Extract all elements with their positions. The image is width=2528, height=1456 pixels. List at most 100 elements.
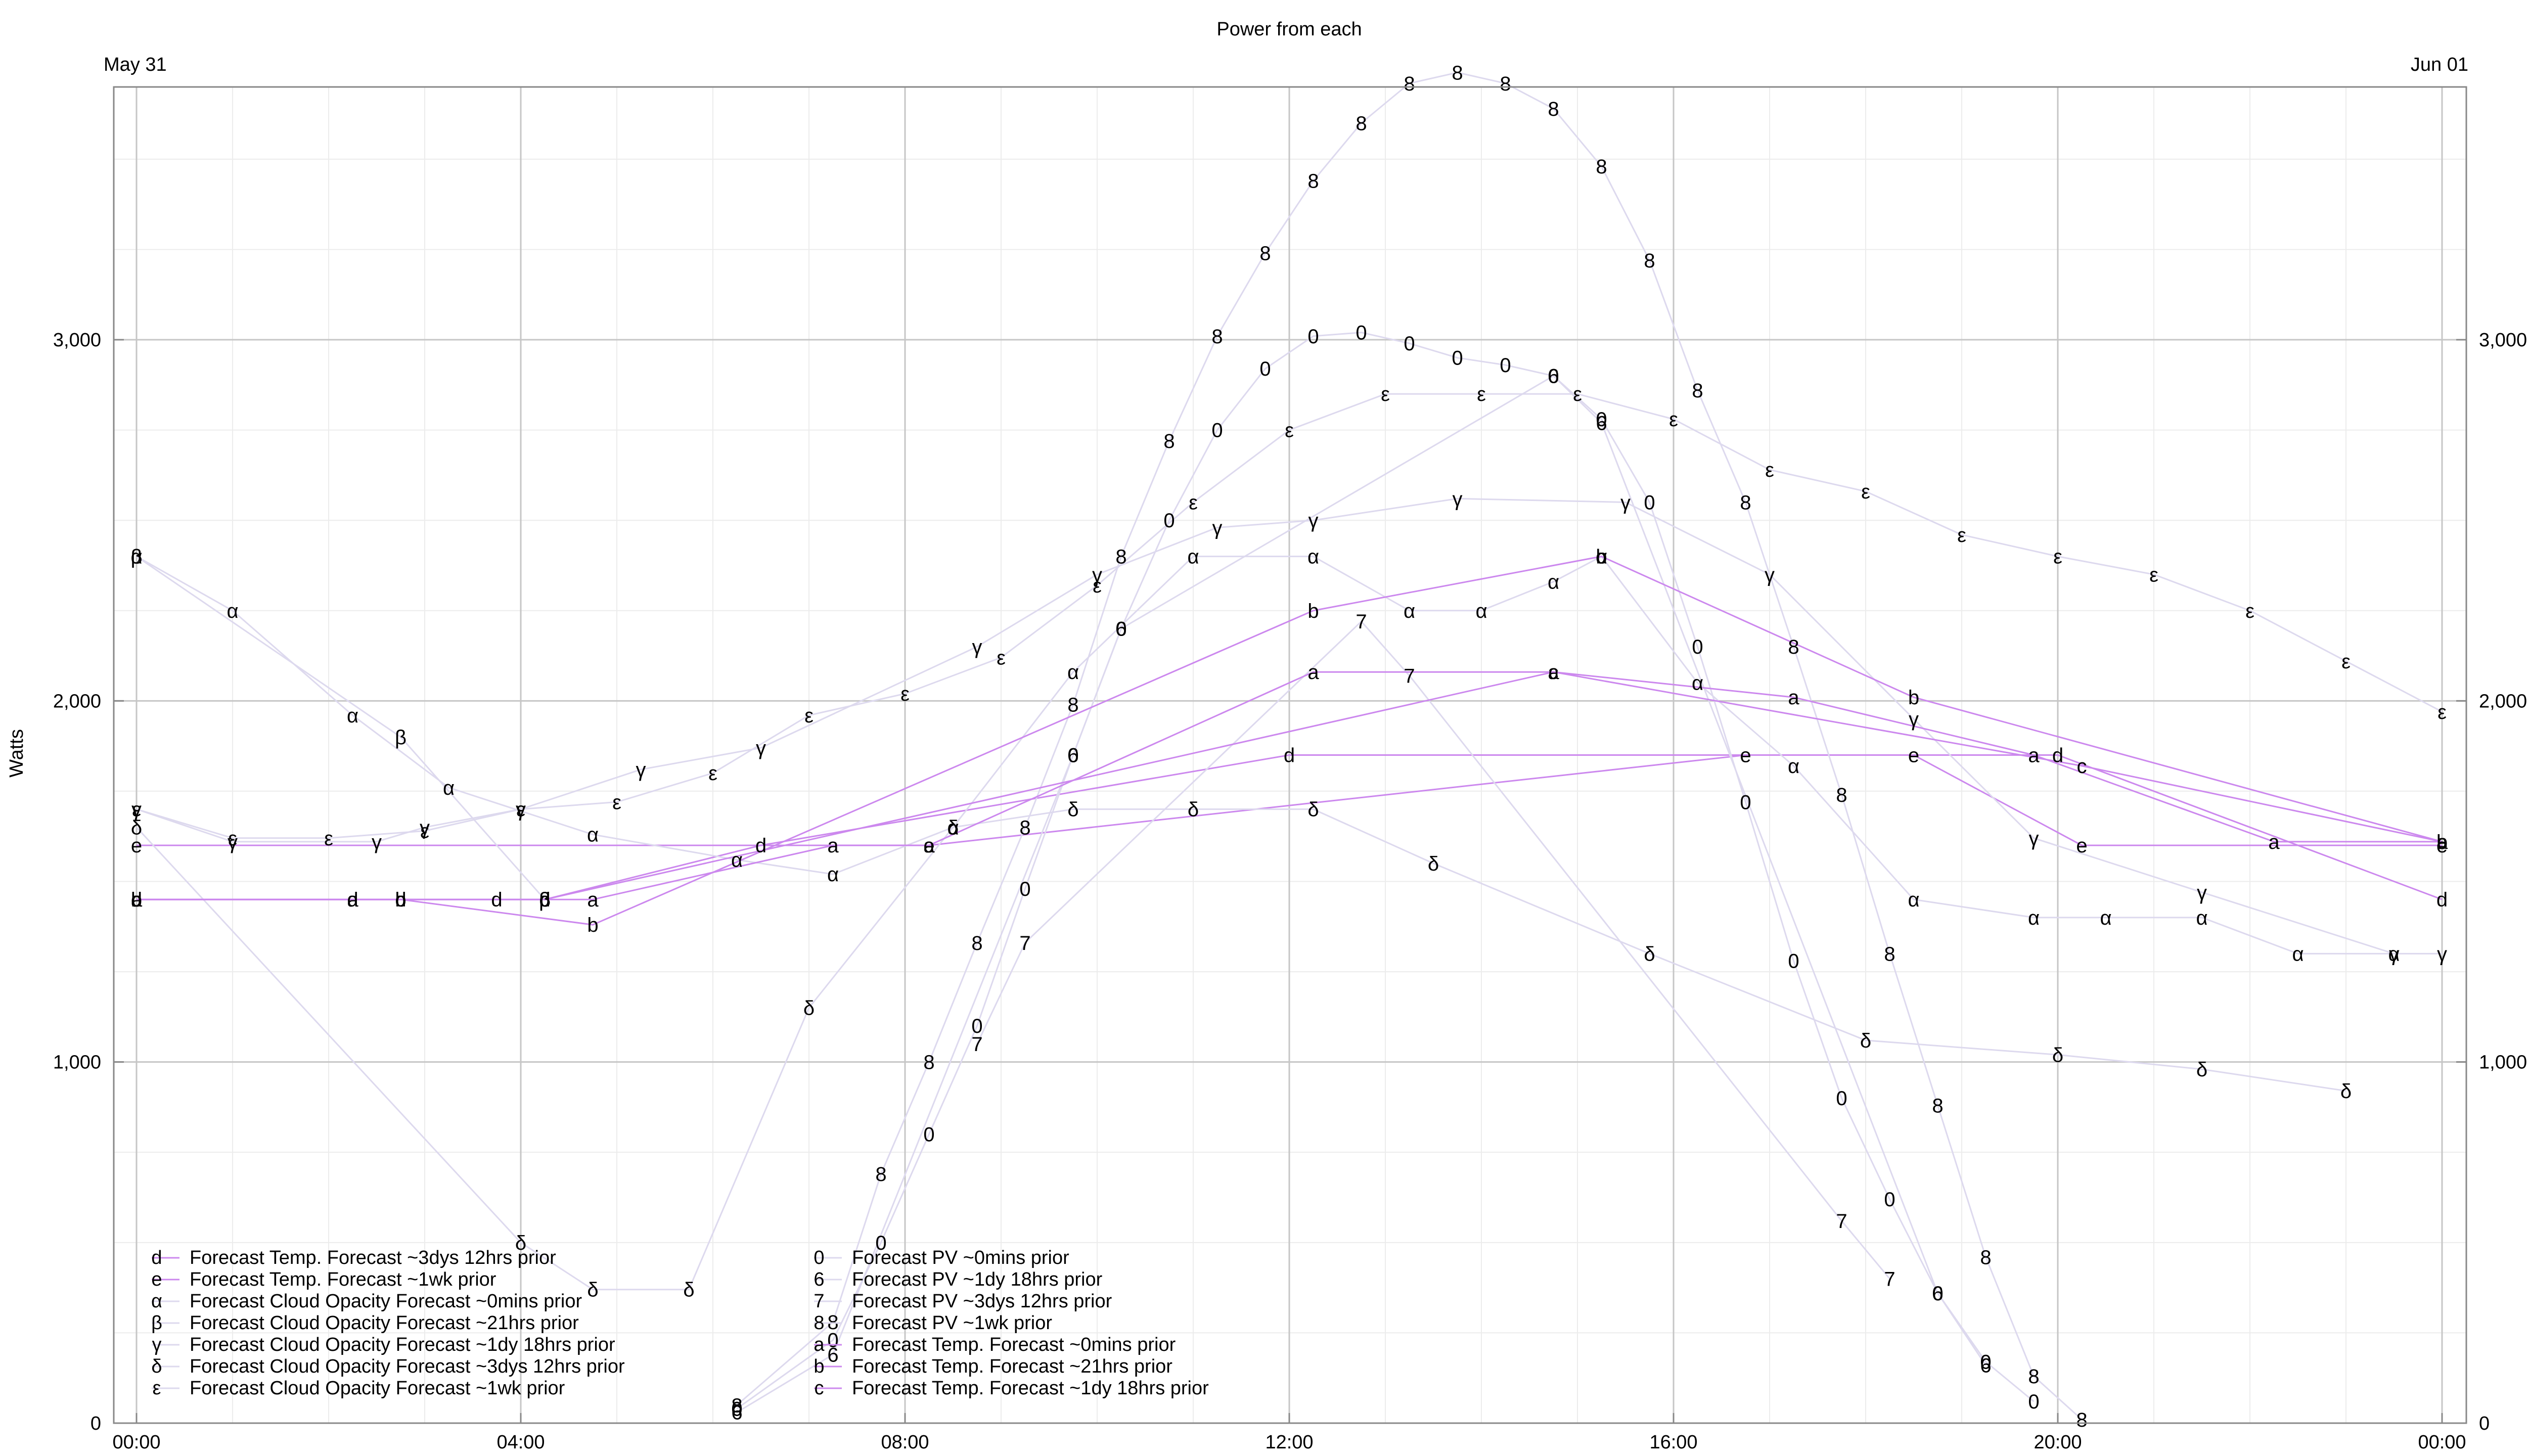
series-point: 6 [1596, 412, 1607, 434]
series-point: 8 [1259, 243, 1271, 265]
series-point: 0 [1259, 358, 1271, 380]
legend-label: Forecast PV ~1dy 18hrs prior [852, 1269, 1103, 1290]
series-point: e [2436, 835, 2448, 857]
series-point: 8 [1884, 943, 1895, 965]
y-tick-label-right: 3,000 [2479, 330, 2527, 351]
series-point: α [1404, 600, 1415, 622]
series-point: ε [708, 762, 717, 785]
series-point: b [2436, 831, 2448, 853]
series-point: a [587, 889, 599, 911]
series-point: γ [2437, 943, 2447, 965]
legend-label: Forecast Temp. Forecast ~3dys 12hrs prio… [190, 1247, 556, 1268]
x-tick-label: 20:00 [2034, 1432, 2082, 1453]
series-point: 8 [1788, 636, 1799, 658]
series-point: a [2268, 831, 2280, 853]
series-point: 8 [1548, 98, 1559, 120]
x-tick-label: 08:00 [881, 1432, 929, 1453]
legend-marker: e [151, 1269, 162, 1290]
legend-label: Forecast Temp. Forecast ~1dy 18hrs prior [852, 1378, 1209, 1399]
series-point: ε [2437, 701, 2447, 723]
series-point: 8 [1163, 430, 1175, 452]
series-point: e [1908, 745, 1919, 767]
legend-marker: 0 [814, 1247, 824, 1268]
series-point: 6 [1980, 1355, 1991, 1377]
series-point: d [755, 835, 766, 857]
series-point: 8 [1019, 816, 1030, 839]
series-point: α [827, 863, 839, 886]
series-point: γ [420, 816, 430, 839]
series-point: a [1788, 687, 1799, 709]
series-point: α [1475, 600, 1487, 622]
y-tick-label-right: 0 [2479, 1413, 2490, 1434]
chart-title: Power from each [1216, 19, 1362, 40]
series-point: 7 [1356, 611, 1367, 633]
date-left-label: May 31 [104, 54, 167, 75]
series-point: 0 [1980, 1351, 1991, 1374]
series-point: 8 [731, 1394, 742, 1417]
series-point: α [1908, 889, 1919, 911]
legend-marker: d [151, 1247, 162, 1268]
series-point: 8 [1692, 380, 1703, 402]
series-point: 0 [827, 1330, 838, 1352]
series-point: δ [515, 1232, 526, 1254]
series-point: γ [1765, 564, 1775, 586]
series-point: 0 [1932, 1283, 1943, 1305]
legend-marker: ε [153, 1378, 161, 1399]
legend-label: Forecast PV ~0mins prior [852, 1247, 1069, 1268]
legend-marker: 8 [814, 1312, 824, 1334]
series-point: 8 [875, 1163, 886, 1186]
series-point: 8 [1307, 170, 1319, 193]
series-point: β [539, 889, 551, 911]
series-point: α [1187, 546, 1199, 568]
series-point: γ [228, 831, 238, 853]
series-point: d [131, 889, 142, 911]
x-tick-label: 16:00 [1649, 1432, 1697, 1453]
series-point: d [347, 889, 358, 911]
series-point: c [1549, 661, 1559, 684]
series-point: d [2052, 745, 2063, 767]
series-point: γ [1308, 510, 1319, 532]
series-point: 8 [1932, 1095, 1943, 1117]
series-point: ε [324, 828, 333, 850]
series-point: ε [420, 821, 429, 843]
y-tick-label-left: 1,000 [53, 1052, 101, 1073]
series-point: ε [997, 647, 1006, 669]
legend-marker: b [814, 1356, 824, 1377]
x-tick-label: 04:00 [496, 1432, 545, 1453]
series-point: c [540, 889, 550, 911]
series-point: γ [1453, 488, 1463, 510]
series-point: d [2436, 889, 2448, 911]
series-point: ε [1765, 459, 1774, 481]
series-point: a [131, 889, 143, 911]
series-point: δ [947, 816, 959, 839]
date-right-label: Jun 01 [2411, 54, 2468, 75]
series-point: 8 [1211, 326, 1223, 348]
series-point: 7 [1019, 932, 1030, 954]
y-tick-label-left: 2,000 [53, 691, 101, 712]
series-point: ε [2053, 546, 2062, 568]
series-point: ε [228, 828, 237, 850]
series-point: γ [2029, 828, 2039, 850]
series-point: 0 [971, 1015, 982, 1037]
series-point: 0 [875, 1232, 886, 1254]
series-point: α [2292, 943, 2304, 965]
legend-label: Forecast PV ~1wk prior [852, 1312, 1052, 1334]
series-point: 0 [1452, 347, 1463, 370]
series-point: 8 [1067, 694, 1078, 716]
series-point: 7 [971, 1033, 982, 1056]
series-line [736, 375, 1987, 1413]
series-point: α [731, 849, 743, 872]
series-point: ε [900, 683, 910, 705]
series-point: 6 [731, 1402, 742, 1424]
y-tick-label-right: 1,000 [2479, 1052, 2527, 1073]
series-point: 6 [827, 1344, 838, 1366]
legend-marker: a [814, 1334, 825, 1355]
series-line [136, 555, 2394, 954]
series-point: a [1307, 661, 1319, 684]
series-point: α [130, 546, 142, 568]
series-point: e [2076, 835, 2087, 857]
series-line [736, 332, 2035, 1409]
series-point: a [2436, 831, 2448, 853]
